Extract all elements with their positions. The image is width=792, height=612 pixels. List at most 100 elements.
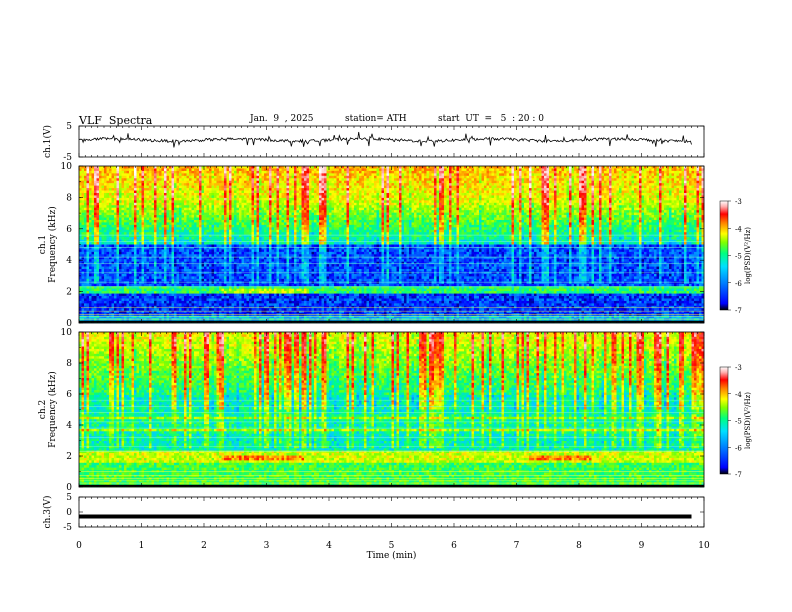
spectrogram-cell (87, 210, 90, 213)
spectrogram-cell (257, 188, 260, 191)
spectrogram-cell (597, 183, 600, 186)
spectrogram-cell (559, 181, 562, 184)
spectrogram-cell (337, 198, 340, 201)
spectrogram-cell (489, 200, 492, 203)
spectrogram-cell (487, 171, 490, 174)
spectrogram-cell (359, 171, 362, 174)
spectrogram-cell (399, 210, 402, 213)
spectrogram-cell (219, 178, 222, 181)
spectrogram-cell (184, 188, 187, 191)
spectrogram-cell (512, 183, 515, 186)
spectrogram-cell (542, 171, 545, 174)
spectrogram-cell (477, 200, 480, 203)
spectrogram-cell (252, 178, 255, 181)
spectrogram-cell (664, 183, 667, 186)
spectrogram-cell (292, 203, 295, 206)
spectrogram-cell (222, 173, 225, 176)
spectrogram-cell (274, 188, 277, 191)
spectrogram-cell (644, 195, 647, 198)
spectrogram-cell (657, 166, 660, 169)
spectrogram-cell (542, 183, 545, 186)
spectrogram-cell (329, 178, 332, 181)
spectrogram-cell (654, 205, 657, 208)
spectrogram-cell (574, 198, 577, 201)
spectrogram-cell (617, 178, 620, 181)
spectrogram-cell (247, 168, 250, 171)
spectrogram-cell (122, 198, 125, 201)
spectrogram-cell (459, 173, 462, 176)
spectrogram-cell (259, 198, 262, 201)
spectrogram-cell (137, 181, 140, 184)
spectrogram-cell (352, 171, 355, 174)
spectrogram-cell (412, 171, 415, 174)
spectrogram-cell (387, 210, 390, 213)
spectrogram-cell (662, 193, 665, 196)
spectrogram-cell (434, 198, 437, 201)
spectrogram-cell (504, 176, 507, 179)
spectrogram-cell (602, 200, 605, 203)
spectrogram-cell (454, 166, 457, 169)
spectrogram-cell (579, 191, 582, 194)
spectrogram-cell (504, 173, 507, 176)
spectrogram-cell (624, 166, 627, 169)
spectrogram-cell (457, 173, 460, 176)
spectrogram-cell (187, 191, 190, 194)
spectrogram-cell (662, 176, 665, 179)
spectrogram-cell (112, 203, 115, 206)
spectrogram-cell (207, 178, 210, 181)
spectrogram-cell (192, 186, 195, 189)
spectrogram-cell (339, 208, 342, 211)
spectrogram-cell (489, 198, 492, 201)
spectrogram-cell (574, 173, 577, 176)
spectrogram-cell (622, 181, 625, 184)
spectrogram-cell (627, 193, 630, 196)
spectrogram-cell (379, 191, 382, 194)
spectrogram-cell (644, 186, 647, 189)
spectrogram-cell (599, 213, 602, 216)
spectrogram-cell (607, 213, 610, 216)
spectrogram-cell (569, 181, 572, 184)
spectrogram-cell (379, 176, 382, 179)
spectrogram-cell (102, 186, 105, 189)
spectrogram-cell (404, 186, 407, 189)
spectrogram-cell (84, 168, 87, 171)
spectrogram-cell (457, 171, 460, 174)
spectrogram-cell (524, 213, 527, 216)
spectrogram-cell (544, 166, 547, 169)
spectrogram-cell (634, 205, 637, 208)
spectrogram-cell (544, 178, 547, 181)
spectrogram-cell (369, 210, 372, 213)
spectrogram-cell (469, 200, 472, 203)
spectrogram-cell (447, 171, 450, 174)
spectrogram-cell (367, 171, 370, 174)
spectrogram-cell (654, 171, 657, 174)
spectrogram-cell (604, 168, 607, 171)
spectrogram-cell (137, 208, 140, 211)
spectrogram-cell (607, 178, 610, 181)
spectrogram-cell (332, 203, 335, 206)
spectrogram-cell (97, 191, 100, 194)
spectrogram-cell (144, 208, 147, 211)
spectrogram-cell (417, 203, 420, 206)
spectrogram-cell (84, 173, 87, 176)
spectrogram-cell (252, 200, 255, 203)
spectrogram-cell (104, 183, 107, 186)
spectrogram-cell (612, 205, 615, 208)
spectrogram-cell (354, 183, 357, 186)
spectrogram-cell (89, 208, 92, 211)
spectrogram-cell (154, 198, 157, 201)
spectrogram-cell (162, 205, 165, 208)
spectrogram-cell (349, 198, 352, 201)
spectrogram-cell (299, 173, 302, 176)
spectrogram-cell (569, 183, 572, 186)
spectrogram-cell (684, 188, 687, 191)
spectrogram-cell (529, 208, 532, 211)
spectrogram-cell (527, 173, 530, 176)
spectrogram-cell (242, 210, 245, 213)
spectrogram-cell (442, 200, 445, 203)
spectrogram-cell (634, 195, 637, 198)
spectrogram-cell (252, 188, 255, 191)
spectrogram-cell (357, 186, 360, 189)
spectrogram-cell (477, 183, 480, 186)
spectrogram-cell (139, 186, 142, 189)
